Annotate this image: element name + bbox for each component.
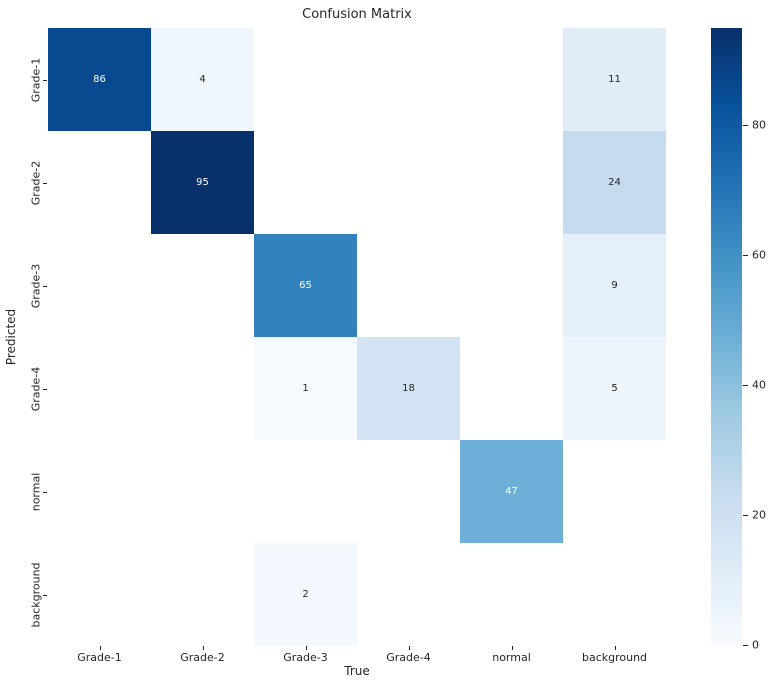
colorbar-gradient (711, 28, 742, 645)
y-tick-mark-normal (43, 491, 47, 493)
x-tick-label-normal: normal (492, 651, 531, 664)
heatmap-cell-Grade-1-Grade-4 (357, 28, 460, 131)
x-tick-label-Grade-1: Grade-1 (77, 651, 122, 664)
heatmap-cell-Grade-2-background: 24 (563, 131, 666, 234)
x-tick-mark-Grade-2 (202, 646, 204, 650)
heatmap-cell-Grade-3-Grade-1 (48, 234, 151, 337)
y-tick-label-Grade-3: Grade-3 (29, 263, 43, 308)
heatmap-cell-normal-Grade-4 (357, 440, 460, 543)
heatmap-cell-Grade-4-normal (460, 337, 563, 440)
heatmap-cell-background-Grade-2 (151, 543, 254, 646)
heatmap-cell-Grade-3-Grade-3: 65 (254, 234, 357, 337)
colorbar-tick-mark-40 (743, 385, 748, 387)
colorbar-tick-label-0: 0 (752, 638, 759, 652)
heatmap-cell-Grade-1-Grade-2: 4 (151, 28, 254, 131)
x-tick-label-Grade-2: Grade-2 (180, 651, 225, 664)
y-tick-label-normal: normal (29, 472, 43, 511)
x-tick-mark-Grade-1 (99, 646, 101, 650)
heatmap-cell-Grade-3-normal (460, 234, 563, 337)
heatmap-cell-Grade-1-normal (460, 28, 563, 131)
heatmap-cell-normal-Grade-1 (48, 440, 151, 543)
heatmap-cell-background-normal (460, 543, 563, 646)
y-tick-label-Grade-1: Grade-1 (29, 57, 43, 102)
heatmap-cell-Grade-2-Grade-3 (254, 131, 357, 234)
heatmap-cell-Grade-1-Grade-3 (254, 28, 357, 131)
colorbar-tick-mark-80 (743, 125, 748, 127)
y-tick-label-Grade-4: Grade-4 (29, 366, 43, 411)
heatmap-cell-background-background (563, 543, 666, 646)
heatmap-cell-Grade-2-Grade-2: 95 (151, 131, 254, 234)
heatmap-cell-background-Grade-1 (48, 543, 151, 646)
heatmap-cell-normal-background (563, 440, 666, 543)
colorbar-tick-label-60: 60 (752, 248, 766, 262)
x-tick-mark-Grade-4 (408, 646, 410, 650)
heatmap-cell-Grade-4-Grade-4: 18 (357, 337, 460, 440)
colorbar-tick-mark-20 (743, 515, 748, 517)
heatmap-cell-normal-Grade-2 (151, 440, 254, 543)
x-tick-label-Grade-3: Grade-3 (283, 651, 328, 664)
heatmap-cell-Grade-3-Grade-4 (357, 234, 460, 337)
y-tick-mark-background (43, 594, 47, 596)
heatmap-cell-Grade-1-Grade-1: 86 (48, 28, 151, 131)
heatmap-cell-Grade-2-Grade-1 (48, 131, 151, 234)
y-tick-label-Grade-2: Grade-2 (29, 160, 43, 205)
heatmap-cell-background-Grade-3: 2 (254, 543, 357, 646)
y-tick-mark-Grade-3 (43, 285, 47, 287)
colorbar-tick-label-80: 80 (752, 118, 766, 132)
heatmap-cell-Grade-2-Grade-4 (357, 131, 460, 234)
heatmap-cell-normal-normal: 47 (460, 440, 563, 543)
colorbar-tick-mark-0 (743, 645, 748, 646)
heatmap-plot: 86 4 11 95 24 65 9 1 18 5 47 2 (48, 28, 666, 646)
heatmap-cell-Grade-3-background: 9 (563, 234, 666, 337)
y-tick-mark-Grade-2 (43, 182, 47, 184)
colorbar-tick-label-20: 20 (752, 508, 766, 522)
y-tick-mark-Grade-4 (43, 388, 47, 390)
heatmap-cell-Grade-2-normal (460, 131, 563, 234)
heatmap-cell-Grade-4-Grade-2 (151, 337, 254, 440)
heatmap-cell-Grade-4-Grade-3: 1 (254, 337, 357, 440)
x-tick-label-background: background (581, 651, 648, 664)
colorbar-tick-mark-60 (743, 255, 748, 257)
heatmap-cell-normal-Grade-3 (254, 440, 357, 543)
x-tick-mark-Grade-3 (305, 646, 307, 650)
chart-title: Confusion Matrix (302, 7, 412, 22)
heatmap-cell-Grade-4-Grade-1 (48, 337, 151, 440)
x-tick-mark-background (614, 646, 616, 650)
x-tick-mark-normal (511, 646, 513, 650)
y-tick-label-background: background (29, 561, 43, 628)
heatmap-cell-Grade-3-Grade-2 (151, 234, 254, 337)
heatmap-cell-background-Grade-4 (357, 543, 460, 646)
x-tick-label-Grade-4: Grade-4 (386, 651, 431, 664)
colorbar-tick-label-40: 40 (752, 378, 766, 392)
y-tick-mark-Grade-1 (43, 79, 47, 81)
x-axis-label: True (344, 664, 370, 678)
y-axis-label: Predicted (4, 308, 18, 366)
heatmap-cell-Grade-1-background: 11 (563, 28, 666, 131)
heatmap-cell-Grade-4-background: 5 (563, 337, 666, 440)
